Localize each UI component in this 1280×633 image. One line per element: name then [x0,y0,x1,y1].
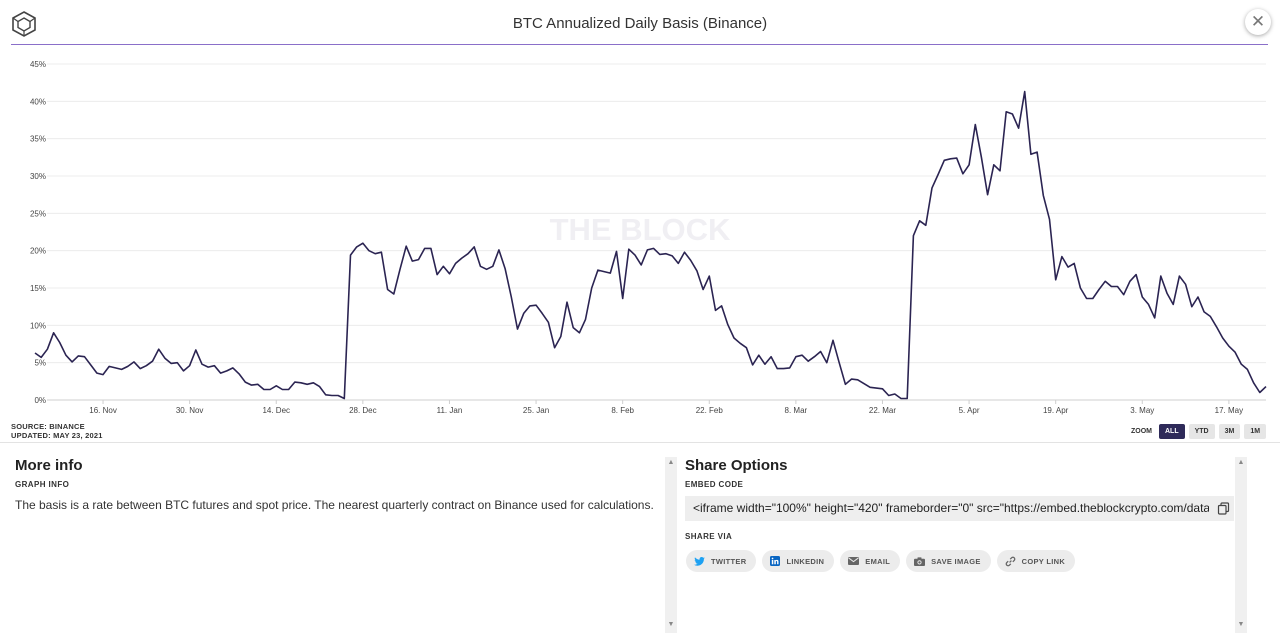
linkedin-share-button[interactable]: LINKEDIN [762,550,835,572]
graph-description: The basis is a rate between BTC futures … [15,498,654,512]
zoom-ytd-button[interactable]: YTD [1188,423,1215,439]
x-tick-label: 25. Jan [523,406,549,415]
email-share-button[interactable]: EMAIL [840,550,901,572]
share-via-label: SHARE VIA [685,532,733,541]
scrollbar-right[interactable]: ▲ ▼ [1235,457,1247,633]
twitter-share-button[interactable]: TWITTER [686,550,757,572]
x-tick-label: 8. Mar [785,406,808,415]
scroll-down-icon[interactable]: ▼ [1237,621,1245,628]
chart-header: BTC Annualized Daily Basis (Binance) ✕ [0,0,1280,45]
x-tick-label: 8. Feb [611,406,634,415]
camera-icon [914,556,926,566]
y-tick-label: 45% [30,60,46,69]
line-chart: THE BLOCK 0% 5% 10% 15% 20% 25% 30% 35% 40% 45% 1… [30,60,1267,415]
x-tick-label: 17. May [1215,406,1243,415]
x-tick-label: 19. Apr [1043,406,1069,415]
y-tick-label: 5% [34,359,46,368]
x-tick-label: 28. Dec [349,406,377,415]
chart-title: BTC Annualized Daily Basis (Binance) [512,15,768,32]
scroll-up-icon[interactable]: ▲ [1237,459,1245,466]
y-tick-label: 40% [30,97,46,106]
x-tick-label: 16. Nov [89,406,117,415]
y-tick-label: 15% [30,284,46,293]
linkedin-label: LINKEDIN [786,556,825,566]
zoom-label: ZOOM [1131,427,1152,435]
series-line[interactable] [34,90,1267,400]
scroll-up-icon[interactable]: ▲ [667,459,675,466]
embed-code-label: EMBED CODE [685,480,744,489]
scroll-down-icon[interactable]: ▼ [667,621,675,628]
updated-label: UPDATED: MAY 23, 2021 [11,431,103,440]
y-tick-label: 10% [30,321,46,330]
twitter-label: TWITTER [711,556,747,566]
section-divider [0,442,1280,443]
link-icon [1005,556,1015,566]
the-block-logo-icon[interactable] [11,11,37,37]
email-icon [848,557,860,565]
x-tick-label: 22. Mar [869,406,896,415]
x-tick-label: 11. Jan [437,406,463,415]
x-tick-label: 3. May [1130,406,1154,415]
watermark: THE BLOCK [550,212,731,247]
x-tick-label: 14. Dec [262,406,290,415]
x-tick-label: 5. Apr [959,406,980,415]
more-info-title: More info [15,457,83,474]
close-icon: ✕ [1250,12,1266,31]
save-image-button[interactable]: SAVE IMAGE [906,550,991,572]
source-label: SOURCE: BINANCE [11,422,85,431]
gridlines [47,63,1266,401]
zoom-3m-button[interactable]: 3M [1218,423,1241,439]
y-tick-label: 30% [30,172,46,181]
title-divider [11,44,1268,45]
copy-link-label: COPY LINK [1021,556,1066,566]
zoom-1m-button[interactable]: 1M [1244,423,1267,439]
copy-icon[interactable] [1217,502,1230,515]
embed-code-text[interactable]: <iframe width="100%" height="420" frameb… [693,501,1209,515]
y-tick-label: 0% [34,396,46,405]
graph-info-label: GRAPH INFO [15,480,70,489]
y-tick-label: 35% [30,135,46,144]
copy-link-button[interactable]: COPY LINK [996,550,1076,572]
linkedin-icon [770,556,781,566]
y-tick-label: 25% [30,209,46,218]
x-axis-ticks: 16. Nov 30. Nov 14. Dec 28. Dec 11. Jan 25. J… [89,400,1243,415]
x-tick-label: 30. Nov [176,406,204,415]
x-tick-label: 22. Feb [696,406,724,415]
scrollbar-left[interactable]: ▲ ▼ [665,457,677,633]
embed-code-field[interactable]: <iframe width="100%" height="420" frameb… [685,496,1234,521]
share-options-title: Share Options [685,457,788,474]
email-label: EMAIL [865,556,891,566]
zoom-controls: ZOOM ALL YTD 3M 1M [1131,423,1267,439]
save-image-label: SAVE IMAGE [931,556,981,566]
zoom-all-button[interactable]: ALL [1159,423,1185,439]
twitter-icon [694,556,705,566]
share-buttons: TWITTER LINKEDIN EMAIL SAVE IMAGE [686,550,1076,572]
y-tick-label: 20% [30,247,46,256]
series-layer [34,90,1267,400]
y-axis-ticks: 0% 5% 10% 15% 20% 25% 30% 35% 40% 45% [30,60,46,405]
close-button[interactable]: ✕ [1245,9,1271,35]
source-info: SOURCE: BINANCE UPDATED: MAY 23, 2021 [11,422,103,440]
